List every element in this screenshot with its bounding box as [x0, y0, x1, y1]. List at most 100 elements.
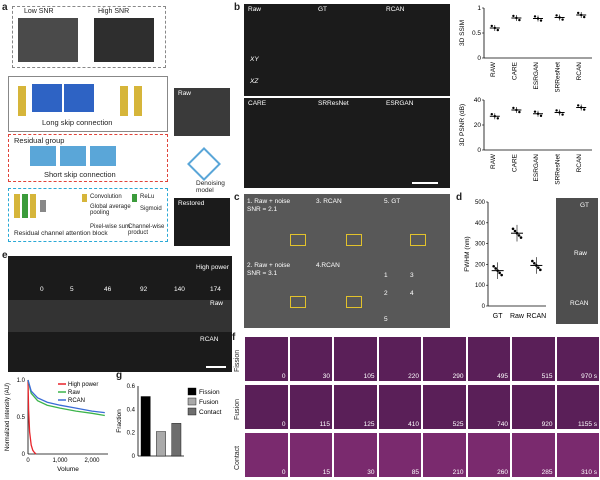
- time-label: 290: [452, 373, 464, 380]
- c-t1: 1. Raw + noise: [247, 198, 291, 205]
- x-tick-label: 2,000: [84, 458, 100, 464]
- time-lapse-tile: 0: [244, 432, 289, 478]
- short-skip-label: Short skip connection: [44, 170, 116, 179]
- legend-channel-product: Channel-wise product: [128, 224, 165, 236]
- e-high-power-label: High power: [196, 264, 229, 271]
- legend-pixel-sum: Pixel-wise sum: [90, 224, 131, 230]
- time-lapse-tile: 210: [422, 432, 467, 478]
- time-label: 125: [363, 421, 375, 428]
- e-raw-strip: [8, 300, 232, 332]
- legend-label: High power: [68, 382, 98, 388]
- e-frame-label: 5: [70, 286, 74, 293]
- x-tick-label: RCAN: [576, 154, 583, 173]
- data-point: [558, 111, 561, 114]
- legend-swatch: [187, 407, 197, 416]
- psnr-chart: 0 20 40 RAW CARE ESRGAN SRResNet RCAN 3D PSNR (d…: [459, 97, 592, 185]
- legend-label: Fission: [199, 389, 220, 396]
- pooling-layer: [40, 200, 46, 212]
- b-xz-label: XZ: [250, 78, 259, 85]
- panel-e-label: e: [2, 250, 8, 261]
- legend-relu-icon: [132, 194, 137, 202]
- x-tick-label: RAW: [490, 61, 497, 77]
- d-rcan-label: RCAN: [570, 300, 589, 307]
- data-point: [580, 13, 583, 17]
- b-gt-label: GT: [318, 6, 328, 13]
- d-raw-label: Raw: [574, 250, 588, 257]
- data-point: [535, 264, 538, 267]
- network-box: [8, 76, 168, 132]
- b-esrgan-label: ESRGAN: [386, 100, 414, 107]
- high-snr-label: High SNR: [98, 8, 130, 15]
- time-lapse-tile: 30: [333, 432, 378, 478]
- x-axis-label: Volume: [57, 466, 79, 473]
- e-raw-label: Raw: [210, 300, 224, 307]
- data-point: [494, 267, 497, 270]
- data-point: [580, 106, 583, 109]
- data-point: [513, 229, 517, 233]
- e-frame-label: 46: [104, 286, 112, 293]
- y-tick-label: 300: [475, 242, 486, 248]
- panel-d-image: [556, 198, 598, 324]
- denoising-model-label: Denoising model: [196, 180, 225, 194]
- time-label: 0: [281, 373, 286, 380]
- raw-image-label: Raw: [178, 90, 192, 97]
- legend-sigmoid: Sigmoid: [140, 206, 162, 212]
- e-high-power-strip: [8, 256, 232, 300]
- x-tick-label: ESRGAN: [533, 62, 540, 90]
- c-n4: 4: [410, 290, 414, 297]
- x-tick-label: SRResNet: [555, 154, 562, 185]
- data-point: [533, 110, 537, 113]
- low-snr-image: [18, 18, 78, 62]
- panel-b-top-images: [244, 4, 450, 96]
- time-lapse-tile: 125: [333, 384, 378, 430]
- scale-bar: [206, 366, 226, 368]
- restored-image-label: Restored: [178, 200, 205, 207]
- input-images-box: [12, 6, 166, 68]
- y-tick-label: 100: [475, 283, 486, 289]
- bar: [140, 396, 151, 457]
- y-tick-label: 0.6: [127, 384, 136, 390]
- data-point: [518, 18, 521, 22]
- c-t3: 3. RCAN: [316, 198, 342, 205]
- roi-box: [290, 234, 306, 246]
- y-axis-label: FWHM (nm): [464, 236, 471, 271]
- y-tick-label: 400: [475, 221, 486, 227]
- data-point: [561, 18, 564, 21]
- data-point: [490, 112, 493, 116]
- data-point: [558, 16, 561, 19]
- data-point: [539, 268, 542, 272]
- panel-b-label: b: [234, 2, 241, 13]
- e-frame-label: 0: [40, 286, 44, 293]
- y-tick-label: 0: [477, 147, 481, 154]
- b-rcan-label: RCAN: [386, 6, 405, 13]
- panel-f-label: f: [232, 332, 236, 343]
- data-point: [533, 261, 536, 265]
- panel-b-bottom-images: [244, 98, 450, 188]
- raw-input-image: [174, 88, 230, 136]
- x-tick-label: 0: [26, 458, 30, 464]
- legend-swatch: [187, 387, 197, 396]
- time-label: 0: [281, 421, 286, 428]
- c-t5: 5. GT: [384, 198, 401, 205]
- c-n2: 2: [384, 290, 388, 297]
- time-label: 30: [322, 373, 330, 380]
- fraction-chart: 0 0.2 0.4 0.6 Fission Fusion Contact Fraction: [116, 384, 222, 460]
- b-care-label: CARE: [248, 100, 267, 107]
- time-label: 105: [363, 373, 375, 380]
- x-tick-label: RAW: [490, 153, 497, 169]
- data-point: [531, 259, 534, 263]
- legend-gap: Global average pooling: [90, 204, 131, 216]
- roi-box: [290, 296, 306, 308]
- f-fusion-label: Fusion: [234, 398, 241, 420]
- time-lapse-tile: 0: [244, 336, 289, 382]
- x-tick-label: Raw: [510, 313, 525, 320]
- roi-box: [346, 296, 362, 308]
- low-snr-label: Low SNR: [24, 8, 54, 15]
- f-contact-label: Contact: [234, 445, 241, 470]
- series-line: [27, 379, 105, 417]
- data-point: [500, 273, 503, 277]
- time-label: 920: [541, 421, 553, 428]
- c-t1b: SNR = 2.1: [247, 206, 278, 213]
- c-n5: 5: [384, 316, 388, 323]
- intensity-chart: 0 0.5 1.0 0 1,000 2,000 High power Raw RCAN Volum…: [5, 378, 108, 473]
